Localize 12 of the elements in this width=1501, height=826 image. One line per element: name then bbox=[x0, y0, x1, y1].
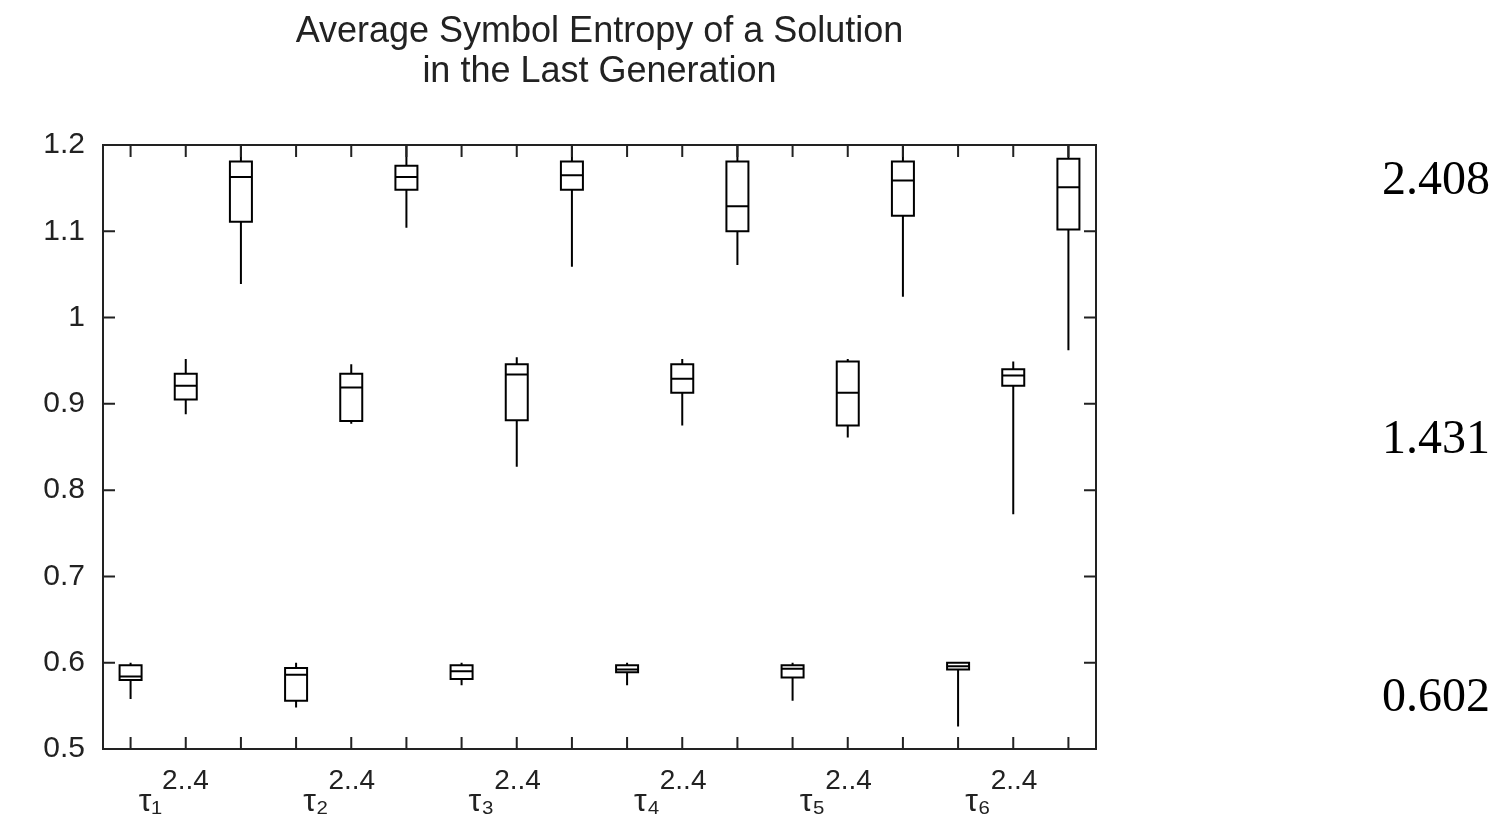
text: 1.431 bbox=[1382, 408, 1491, 464]
text: 2.408 bbox=[1382, 150, 1491, 205]
y-tick-label: 0.5 bbox=[43, 730, 85, 764]
y-tick-label: 1.1 bbox=[43, 212, 85, 246]
y-tick-label: 0.8 bbox=[43, 471, 85, 505]
y-tick-label: 0.6 bbox=[43, 643, 85, 677]
y-tick-label: 0.9 bbox=[43, 385, 85, 419]
text: 0.602 bbox=[1382, 667, 1491, 722]
chart-title: Average Symbol Entropy of a Solution in the Last Generation bbox=[294, 9, 905, 90]
y-tick-label: 1.2 bbox=[43, 126, 85, 160]
y-tick-label: 1 bbox=[68, 298, 85, 332]
y-tick-label: 0.7 bbox=[43, 557, 85, 591]
